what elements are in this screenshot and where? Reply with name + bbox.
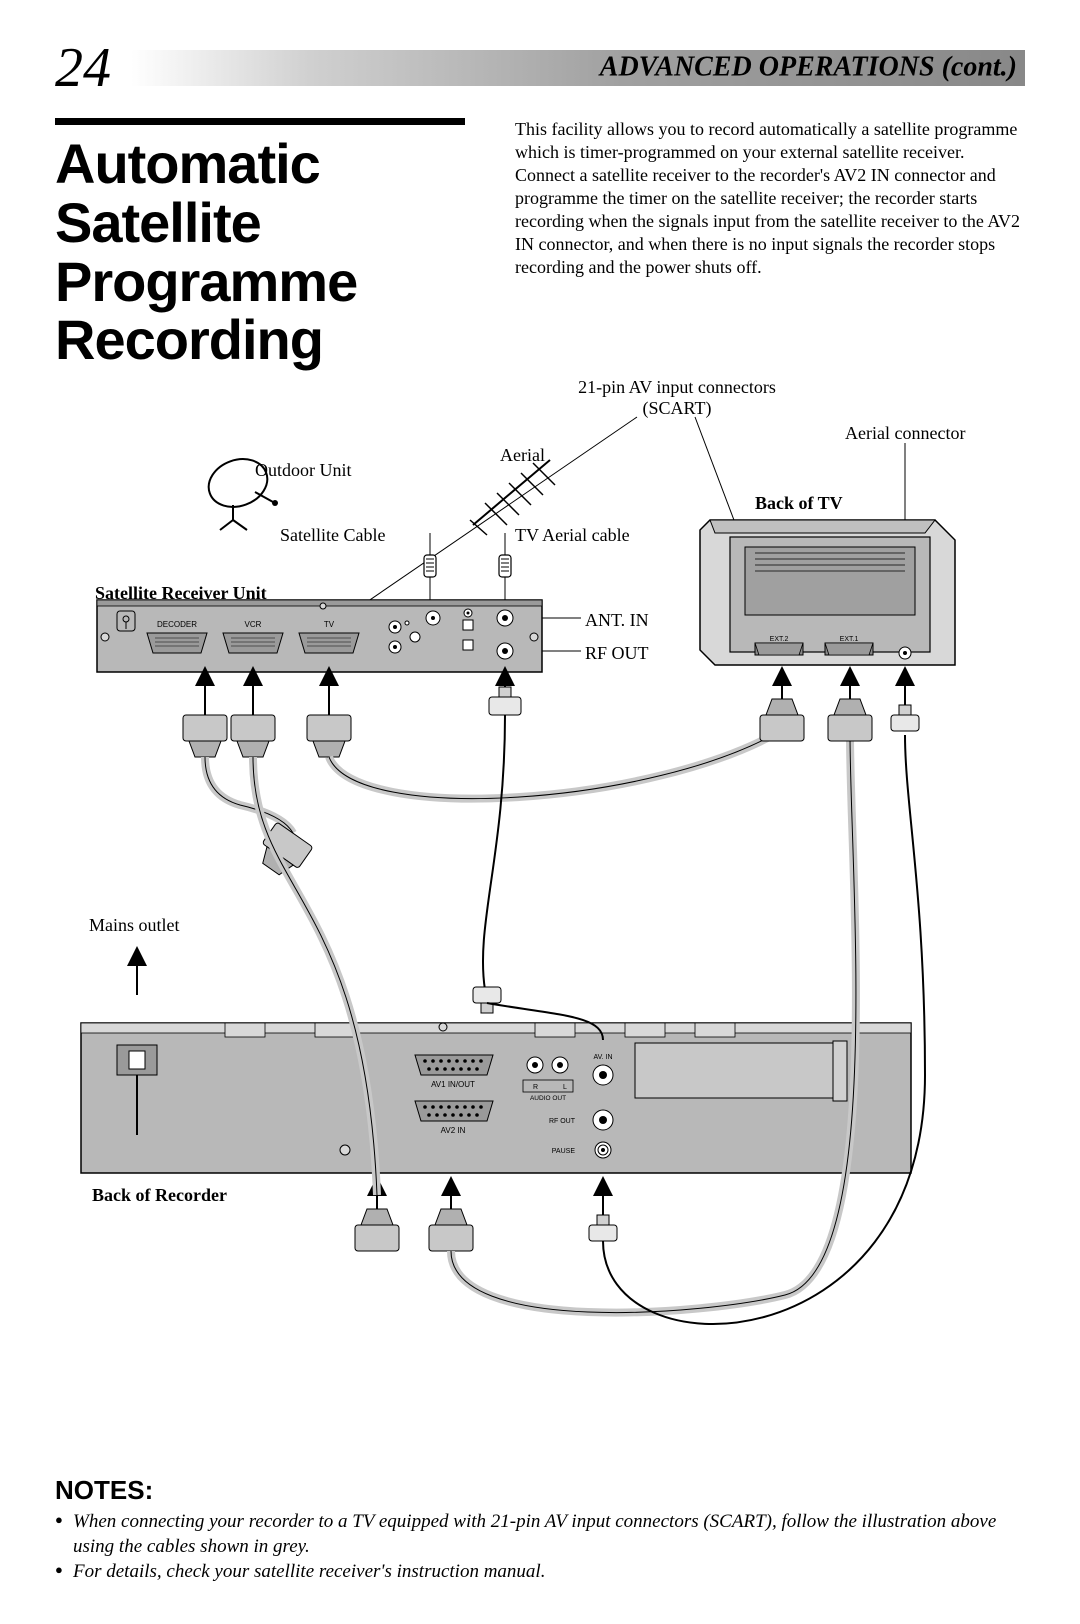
header-gradient-bar: ADVANCED OPERATIONS (cont.) [131, 50, 1025, 86]
aerial-icon [470, 460, 555, 535]
notes-heading: NOTES: [55, 1475, 1025, 1506]
tv-ext1-label: EXT.1 [840, 636, 859, 643]
note-item: For details, check your satellite receiv… [55, 1560, 1025, 1585]
diagram-svg: EXT.2 EXT.1 [55, 375, 1025, 1445]
tv-back-icon: EXT.2 EXT.1 [700, 520, 955, 665]
page-header: 24 ADVANCED OPERATIONS (cont.) [55, 40, 1025, 96]
page-number: 24 [55, 40, 111, 96]
recorder-av2-label: AV2 IN [441, 1126, 466, 1135]
tv-ext2-label: EXT.2 [770, 636, 789, 643]
scart-cable-receiver-tv-to-ext2 [307, 699, 804, 799]
notes-section: NOTES: When connecting your recorder to … [55, 1475, 1025, 1584]
note-item: When connecting your recorder to a TV eq… [55, 1510, 1025, 1559]
outdoor-unit-icon [202, 451, 278, 530]
header-title: ADVANCED OPERATIONS (cont.) [600, 51, 1017, 83]
recorder-r-label: R [533, 1084, 538, 1091]
recorder-back-icon: AV1 IN/OUT AV2 IN R L AUDIO OUT AV. [81, 1023, 911, 1173]
recorder-avin-label: AV. IN [593, 1054, 612, 1061]
recorder-l-label: L [563, 1084, 567, 1091]
receiver-vcr-label: VCR [245, 620, 262, 629]
receiver-tv-label: TV [324, 620, 335, 629]
recorder-pause-label: PAUSE [552, 1148, 576, 1155]
connection-diagram: 21-pin AV input connectors (SCART) Aeria… [55, 375, 1025, 1445]
scart-cable-av1-to-ext1 [429, 699, 872, 1313]
main-title: Automatic Satellite Programme Recording [55, 135, 485, 370]
recorder-av1-label: AV1 IN/OUT [431, 1080, 475, 1089]
title-rule [55, 118, 465, 125]
recorder-rfout-label: RF OUT [549, 1118, 576, 1125]
receiver-decoder-label: DECODER [157, 620, 197, 629]
intro-paragraph: This facility allows you to record autom… [515, 118, 1025, 370]
satellite-receiver-icon: DECODER VCR TV [97, 600, 542, 672]
recorder-audio-out-label: AUDIO OUT [530, 1095, 566, 1102]
